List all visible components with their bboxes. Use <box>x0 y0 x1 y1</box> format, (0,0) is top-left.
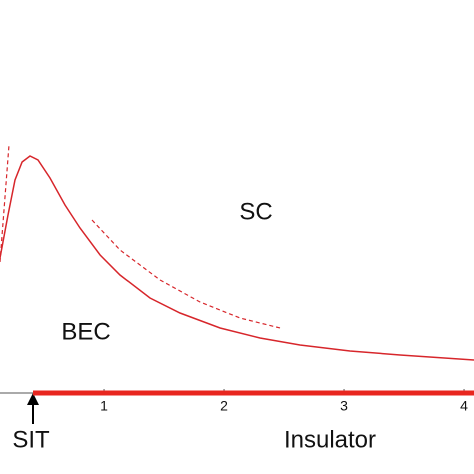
annotation: SC <box>239 198 272 225</box>
x-tick-label: 4 <box>460 398 468 414</box>
x-tick-label: 3 <box>340 398 348 414</box>
curve <box>91 219 281 329</box>
x-tick-label: 2 <box>220 398 228 414</box>
annotation: Insulator <box>284 426 376 453</box>
curve <box>0 144 10 263</box>
arrow-head <box>27 393 39 405</box>
annotation: SIT <box>12 426 50 453</box>
x-tick-label: 1 <box>100 398 108 414</box>
curve <box>0 155 474 361</box>
annotation: BEC <box>61 318 110 345</box>
